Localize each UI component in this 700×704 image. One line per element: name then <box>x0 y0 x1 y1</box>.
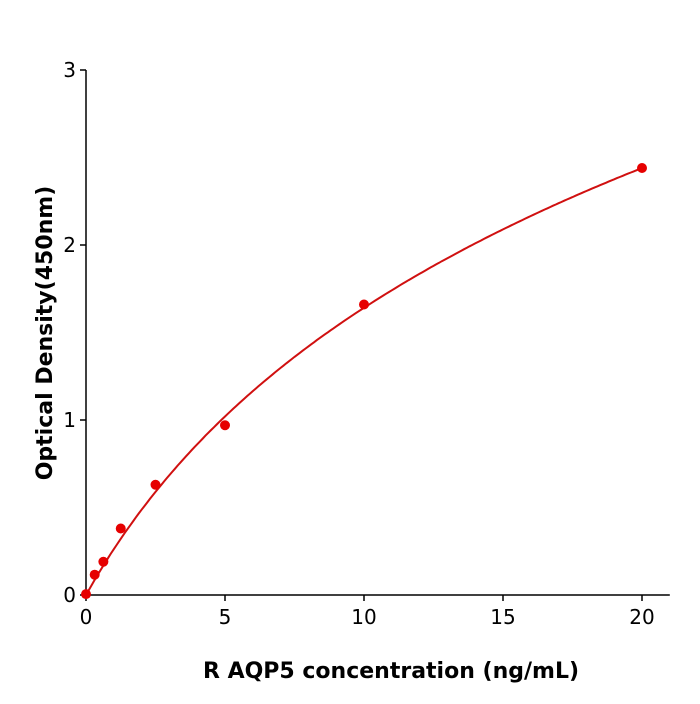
x-axis-label: R AQP5 concentration (ng/mL) <box>203 659 579 684</box>
data-points <box>81 163 647 600</box>
data-point <box>220 420 230 431</box>
fit-curve <box>85 167 643 596</box>
x-tick-label: 10 <box>351 605 376 629</box>
fit-curve-layer <box>85 167 643 596</box>
data-point <box>150 479 161 490</box>
data-point <box>359 299 369 310</box>
x-tick-label: 0 <box>80 605 93 629</box>
data-point <box>637 163 647 173</box>
data-point <box>89 569 100 580</box>
y-tick-label: 2 <box>63 233 76 257</box>
axes: 0 5 10 15 20 0 1 2 3 <box>63 58 670 629</box>
y-tick-label: 1 <box>63 408 76 432</box>
x-tick-label: 15 <box>490 605 515 629</box>
data-point <box>115 523 126 534</box>
y-axis-label: Optical Density(450nm) <box>33 186 58 481</box>
data-point <box>81 589 91 600</box>
data-point <box>98 556 109 567</box>
x-tick-label: 5 <box>219 605 232 629</box>
x-tick-label: 20 <box>629 605 654 629</box>
y-tick-label: 3 <box>63 58 76 82</box>
y-tick-label: 0 <box>63 583 76 607</box>
